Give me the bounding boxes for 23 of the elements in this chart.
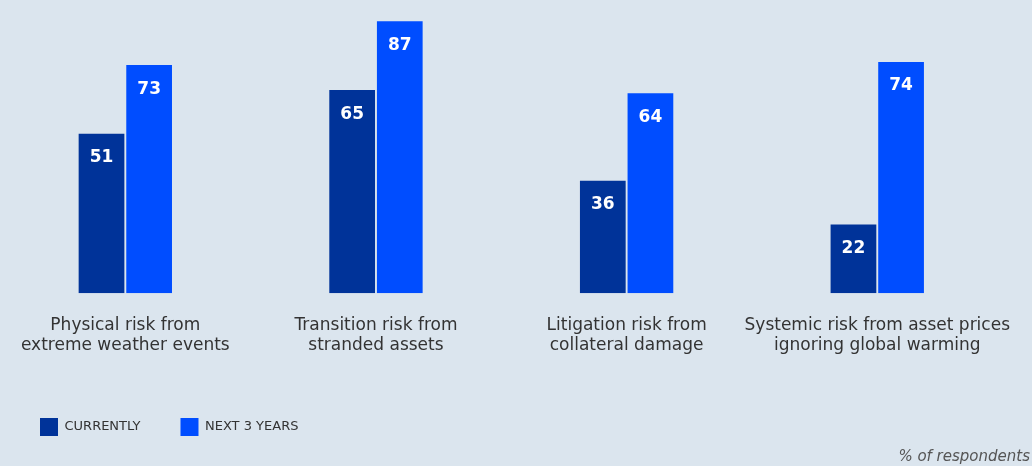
legend-label: CURRENTLY (64, 418, 141, 434)
x-tick-label: Systemic risk from asset prices ignoring global warming (744, 313, 1011, 355)
x-tick-label: Transition risk from stranded assets (293, 313, 458, 355)
data-label: 36 (590, 193, 615, 214)
bar (830, 224, 877, 294)
data-label: 64 (638, 105, 663, 126)
legend-label: NEXT 3 YEARS (204, 418, 299, 434)
data-label: 65 (340, 102, 364, 123)
bar (627, 93, 674, 294)
data-label: 73 (137, 77, 161, 98)
x-tick-label: Litigation risk from collateral damage (546, 313, 707, 355)
text: % of respondents (898, 446, 1030, 466)
bar (878, 61, 924, 294)
data-label: 51 (89, 146, 114, 167)
bar (579, 180, 626, 294)
bar (376, 21, 423, 294)
bar (78, 133, 125, 294)
data-label: 87 (387, 33, 412, 54)
x-tick-label: Physical risk from extreme weather events (20, 313, 230, 355)
data-label: 74 (889, 74, 914, 95)
bar (126, 65, 172, 294)
data-label: 22 (841, 236, 866, 257)
bar (329, 90, 376, 294)
